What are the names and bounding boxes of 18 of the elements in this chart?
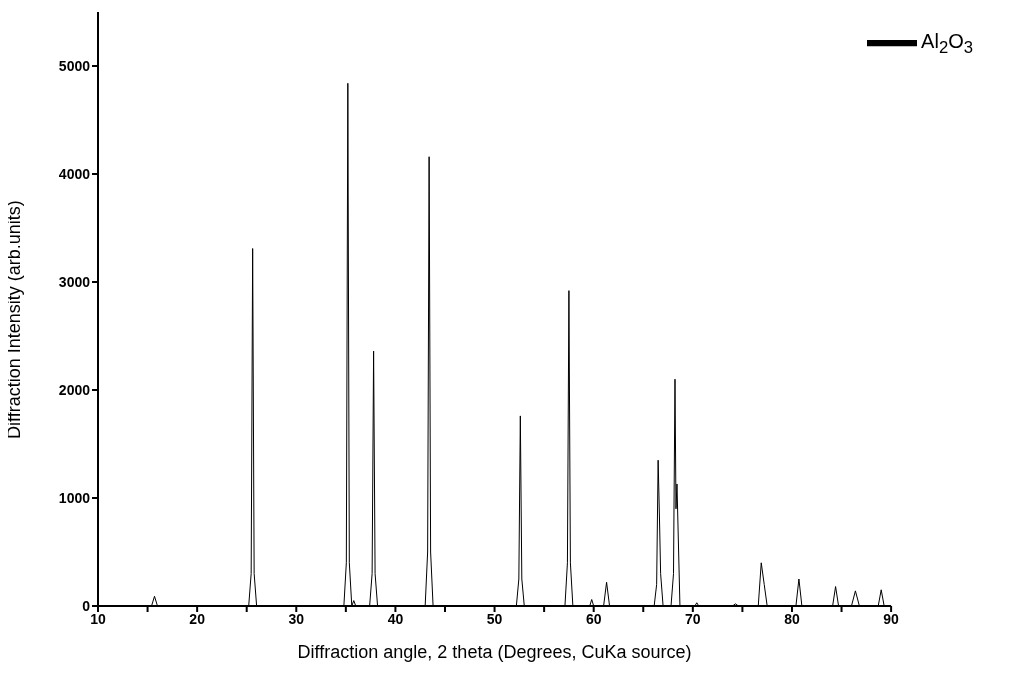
- y-tick-label: 5000: [58, 57, 91, 74]
- y-tick-label: 3000: [58, 273, 91, 290]
- x-tick-label: 80: [784, 610, 800, 627]
- y-tick-label: 2000: [58, 381, 91, 398]
- y-tick-label: 0: [82, 597, 91, 614]
- x-tick-label: 40: [387, 610, 404, 627]
- x-tick-label: 60: [585, 610, 602, 627]
- x-tick-label: 50: [486, 610, 503, 627]
- legend-label: Al$_{2}$O$_{3}$: [921, 30, 973, 58]
- x-tick-label: 10: [90, 610, 106, 627]
- x-tick-label: 90: [883, 610, 900, 627]
- x-tick-label: 20: [189, 610, 206, 627]
- y-tick-label: 4000: [58, 165, 91, 182]
- x-tick-label: 70: [685, 610, 701, 627]
- x-axis-title: Diffraction angle, 2 theta (Degrees, CuKa source): [297, 642, 692, 662]
- y-tick-label: 1000: [58, 489, 91, 506]
- x-tick-label: 30: [288, 610, 305, 627]
- y-axis-title: Diffraction Intensity (arb.units): [4, 200, 25, 439]
